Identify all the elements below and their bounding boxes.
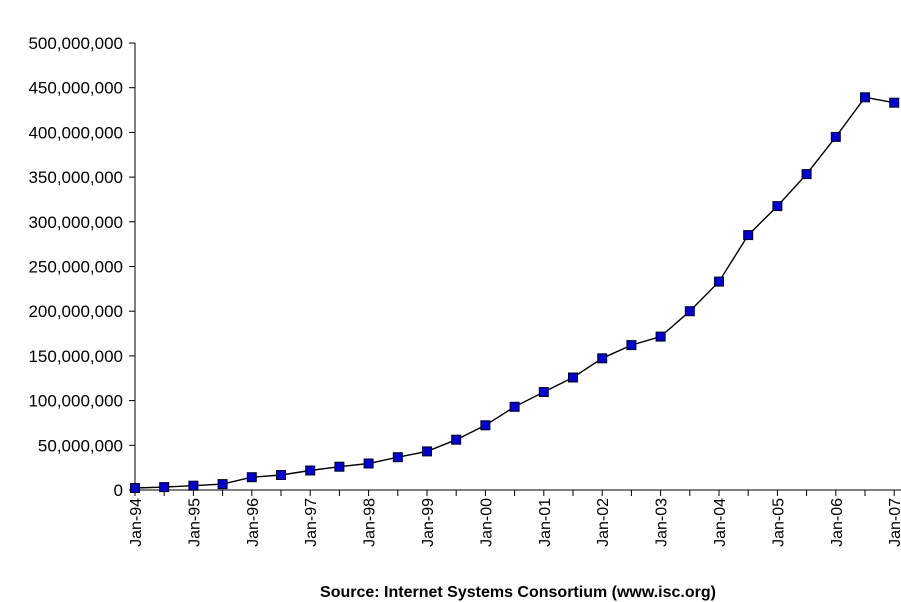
y-tick-label: 50,000,000: [38, 436, 123, 455]
data-point: [334, 461, 345, 472]
x-tick-label: Jan-03: [654, 498, 671, 547]
x-tick-label: Jan-98: [362, 498, 379, 547]
y-tick-label: 250,000,000: [28, 258, 123, 277]
x-tick-label: Jan-97: [303, 498, 320, 547]
x-axis-label: Source: Internet Systems Consortium (www…: [320, 584, 716, 601]
data-point: [801, 169, 812, 180]
data-point: [538, 387, 549, 397]
data-point: [509, 401, 520, 412]
data-point: [830, 131, 841, 142]
data-point: [246, 472, 257, 483]
y-tick-label: 150,000,000: [28, 347, 123, 366]
y-tick-label: 350,000,000: [28, 168, 123, 187]
data-point: [130, 483, 140, 493]
data-point: [159, 482, 170, 493]
y-axis: 0 50,000,000 100,000,000 150,000,000 200,000…: [28, 34, 136, 500]
x-tick-label: Jan-00: [478, 498, 495, 547]
x-tick-label: Jan-05: [770, 498, 787, 547]
x-tick-label: Jan-99: [420, 498, 437, 547]
y-tick-label: 400,000,000: [28, 123, 123, 142]
data-point: [422, 446, 432, 457]
data-point: [305, 465, 316, 476]
data-point: [276, 470, 286, 480]
data-point: [392, 452, 403, 463]
data-point: [451, 434, 462, 445]
data-point: [684, 306, 695, 317]
data-point: [480, 420, 491, 431]
data-point: [743, 230, 754, 241]
data-point: [597, 353, 608, 364]
y-tick-label: 450,000,000: [28, 79, 123, 98]
series-line: [130, 92, 900, 493]
data-point: [626, 340, 637, 351]
x-tick-label: Jan-04: [712, 498, 729, 547]
x-tick-label: Jan-01: [537, 498, 554, 547]
x-tick-label: Jan-07: [887, 498, 901, 547]
data-point: [217, 479, 228, 490]
y-tick-label: 0: [114, 481, 123, 500]
y-tick-label: 500,000,000: [28, 34, 123, 53]
data-point: [188, 480, 199, 491]
data-point: [655, 331, 666, 342]
data-point: [363, 458, 374, 469]
x-axis: Jan-94 Jan-95 Jan-96 Jan-97 Jan-98 Jan-99 Jan-…: [128, 489, 901, 547]
series-line-path: [134, 96, 895, 489]
data-point: [772, 201, 783, 212]
x-tick-label: Jan-02: [595, 498, 612, 547]
x-tick-label: Jan-95: [186, 498, 203, 547]
data-point: [860, 92, 870, 103]
x-tick-label: Jan-94: [128, 498, 145, 547]
x-tick-label: Jan-96: [245, 498, 262, 547]
data-point: [889, 97, 900, 108]
y-tick-label: 200,000,000: [28, 302, 123, 321]
y-tick-label: 300,000,000: [28, 213, 123, 232]
x-tick-label: Jan-06: [829, 498, 846, 547]
data-point: [714, 276, 724, 287]
data-point: [568, 372, 578, 383]
y-tick-label: 100,000,000: [28, 392, 123, 411]
